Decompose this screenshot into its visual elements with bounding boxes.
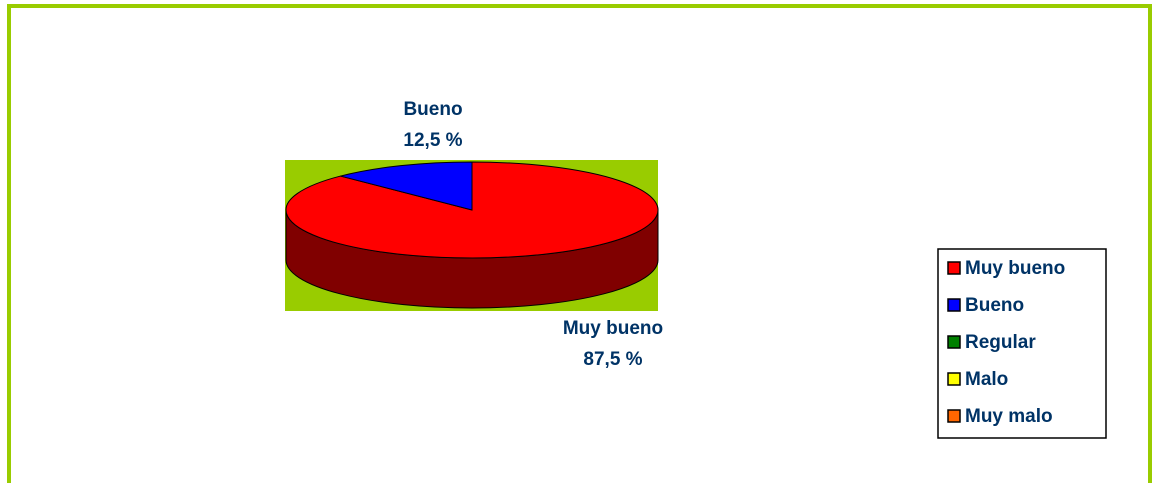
data-label-name: Bueno [403,99,462,120]
pie-slice [285,161,659,259]
legend-swatch [947,261,961,275]
legend-swatch [947,409,961,423]
legend-swatch [947,335,961,349]
data-label-value: 87,5 % [583,349,642,370]
legend-label: Muy bueno [965,258,1065,279]
data-label-value: 12,5 % [403,130,462,151]
legend-label: Bueno [965,295,1024,316]
legend-swatch [947,372,961,386]
legend-label: Muy malo [965,406,1053,427]
legend-swatch [947,298,961,312]
pie-slice [340,161,473,211]
legend [937,248,1107,439]
legend-label: Malo [965,369,1008,390]
legend-label: Regular [965,332,1036,353]
data-label-name: Muy bueno [563,318,663,339]
